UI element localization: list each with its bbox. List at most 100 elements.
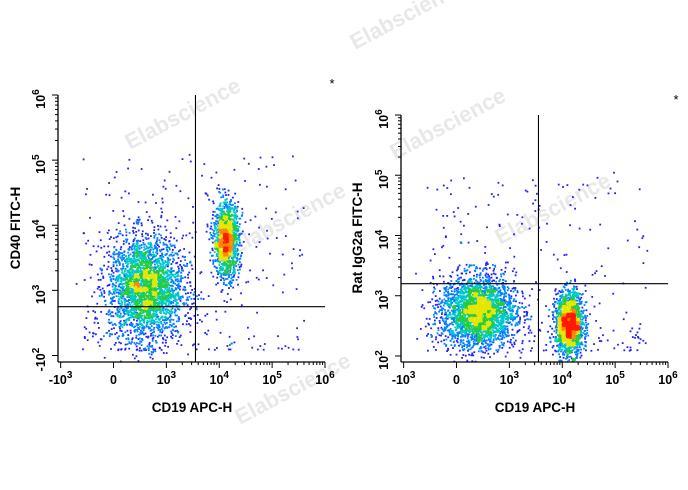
event-dot <box>516 308 519 311</box>
event-dot <box>119 248 122 251</box>
event-dot <box>176 314 178 317</box>
event-dot <box>116 252 119 255</box>
event-dot <box>443 339 445 342</box>
event-dot <box>230 230 233 232</box>
event-dot <box>84 337 86 339</box>
event-dot <box>147 347 150 350</box>
event-dot <box>149 286 152 289</box>
event-dot <box>169 293 171 296</box>
event-dot <box>119 320 122 323</box>
event-dot <box>112 263 115 266</box>
event-dot <box>149 291 152 293</box>
event-dot <box>122 267 124 270</box>
event-dot <box>115 228 118 231</box>
event-dot <box>127 286 130 288</box>
event-dot <box>455 340 458 342</box>
event-dot <box>589 228 592 231</box>
event-dot <box>128 298 130 301</box>
event-dot <box>162 352 165 354</box>
event-dot <box>162 281 165 284</box>
event-dot <box>120 302 123 305</box>
event-dot <box>501 347 504 349</box>
event-dot <box>136 241 139 243</box>
event-dot <box>120 307 123 310</box>
event-dot <box>511 328 514 331</box>
event-dot <box>441 299 444 302</box>
event-dot <box>229 269 231 272</box>
event-dot <box>186 296 189 299</box>
event-dot <box>98 345 101 347</box>
event-dot <box>174 314 177 317</box>
event-dot <box>162 311 165 314</box>
event-dot <box>175 288 177 291</box>
event-dot <box>437 341 439 344</box>
event-dot <box>217 258 219 260</box>
event-dot <box>513 267 516 270</box>
event-dot <box>179 334 182 337</box>
event-dot <box>162 185 165 188</box>
event-dot <box>179 280 181 283</box>
event-dot <box>165 261 167 264</box>
event-dot <box>121 315 124 318</box>
event-dot <box>111 293 114 296</box>
event-dot <box>125 265 128 267</box>
event-dot <box>162 284 165 287</box>
event-dot <box>590 349 593 352</box>
event-dot <box>553 305 556 308</box>
event-dot <box>228 241 231 244</box>
event-dot <box>110 297 113 300</box>
event-dot <box>139 298 142 301</box>
event-dot <box>221 258 224 260</box>
event-dot <box>144 278 147 280</box>
event-dot <box>154 289 157 292</box>
event-dot <box>175 184 178 187</box>
event-dot <box>236 230 239 233</box>
event-dot <box>113 300 116 302</box>
event-dot <box>138 337 141 340</box>
event-dot <box>109 292 112 294</box>
event-dot <box>156 250 158 253</box>
event-dot <box>177 294 180 297</box>
event-dot <box>440 326 443 329</box>
event-dot <box>239 268 241 271</box>
event-dot <box>222 223 225 225</box>
event-dot <box>138 318 141 320</box>
event-dot <box>475 266 478 268</box>
event-dot <box>162 337 164 339</box>
event-dot <box>128 317 131 319</box>
event-dot <box>162 298 164 301</box>
event-dot <box>126 296 129 298</box>
event-dot <box>148 272 151 275</box>
event-dot <box>531 347 533 350</box>
event-dot <box>232 258 234 261</box>
event-dot <box>164 287 167 290</box>
event-dot <box>120 286 122 289</box>
event-dot <box>163 238 166 240</box>
event-dot <box>113 246 115 249</box>
event-dot <box>208 198 210 201</box>
event-dot <box>160 248 163 251</box>
event-dot <box>119 230 121 233</box>
event-dot <box>160 283 162 285</box>
event-dot <box>125 277 128 280</box>
event-dot <box>230 234 233 237</box>
event-dot <box>202 298 205 300</box>
event-dot <box>190 264 193 267</box>
event-dot <box>118 253 121 256</box>
event-dot <box>119 316 122 319</box>
event-dot <box>449 275 452 277</box>
event-dot <box>108 194 111 197</box>
event-dot <box>221 218 224 220</box>
event-dot <box>141 325 144 327</box>
event-dot <box>436 283 438 286</box>
event-dot <box>228 287 230 289</box>
event-dot <box>164 308 167 311</box>
event-dot <box>226 237 229 239</box>
event-dot <box>215 232 217 235</box>
event-dot <box>113 176 116 179</box>
event-dot <box>214 215 217 217</box>
event-dot <box>595 270 598 272</box>
event-dot <box>122 314 125 317</box>
event-dot <box>149 302 152 304</box>
